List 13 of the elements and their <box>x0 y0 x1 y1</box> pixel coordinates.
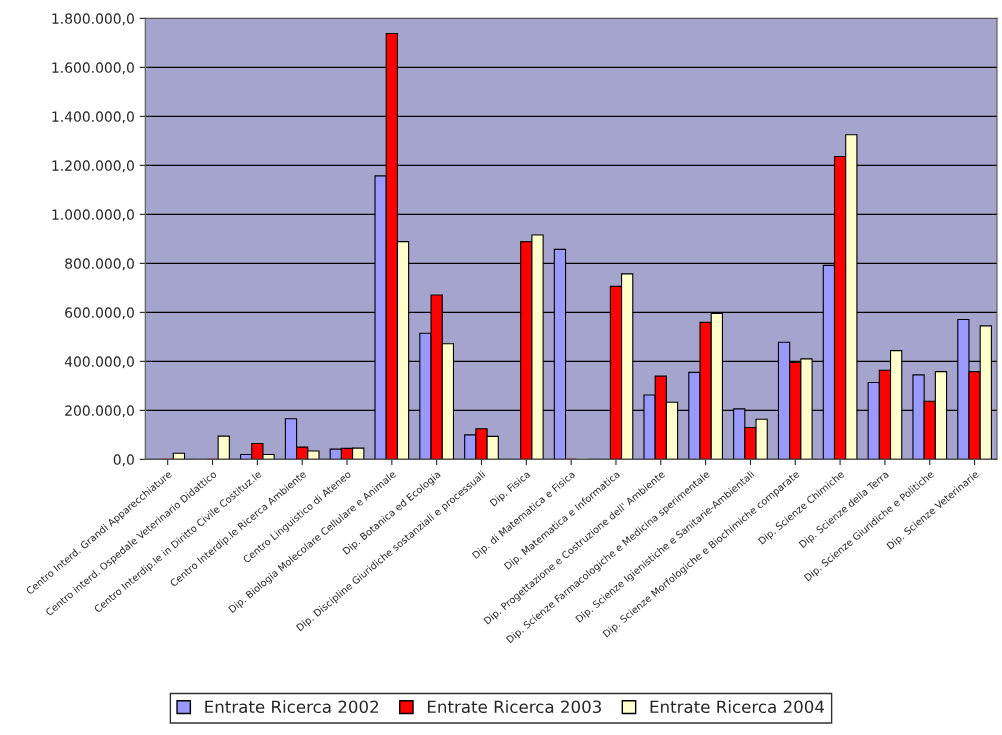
y-tick-label: 1.600.000,0 <box>52 62 134 75</box>
y-tick-label: 0,0 <box>113 454 134 467</box>
y-tick-label: 1.000.000,0 <box>52 209 134 222</box>
y-tick-label: 800.000,0 <box>65 258 134 271</box>
legend-label: Entrate Ricerca 2002 <box>205 700 379 714</box>
legend-label: Entrate Ricerca 2003 <box>427 700 601 714</box>
y-tick-label: 1.800.000,0 <box>52 13 134 26</box>
y-tick-label: 1.200.000,0 <box>52 160 134 173</box>
y-tick-label: 1.400.000,0 <box>52 111 134 124</box>
legend-label: Entrate Ricerca 2004 <box>650 700 825 714</box>
y-tick-label: 600.000,0 <box>65 307 134 320</box>
y-tick-label: 400.000,0 <box>64 356 134 369</box>
y-tick-label: 200.000,0 <box>65 405 134 418</box>
